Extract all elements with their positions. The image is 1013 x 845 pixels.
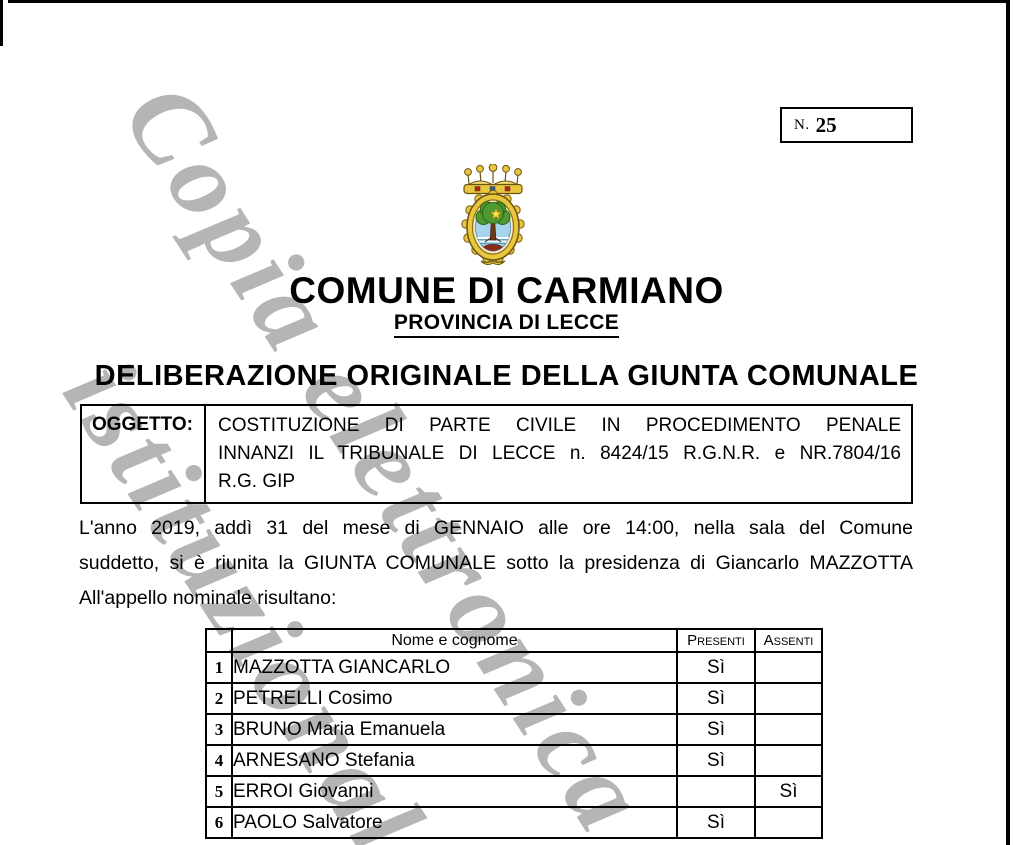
delibera-number-box: N. 25 — [780, 107, 913, 143]
subject-box: OGGETTO: COSTITUZIONE DI PARTE CIVILE IN… — [80, 404, 913, 504]
name-cell: PAOLO Salvatore — [231, 806, 678, 839]
present-cell — [676, 775, 756, 808]
row-number-cell: 1 — [205, 651, 233, 684]
intro-line: L'anno 2019, addì 31 del mese di GENNAIO… — [79, 517, 913, 539]
intro-line: suddetto, si è riunita la GIUNTA COMUNAL… — [79, 552, 913, 574]
absent-cell: Sì — [754, 775, 823, 808]
delibera-number-label: N. — [794, 116, 810, 133]
session-intro-paragraph: L'anno 2019, addì 31 del mese di GENNAIO… — [79, 511, 913, 616]
attendance-header-row: Nome e cognome Presenti Assenti — [205, 628, 823, 653]
table-row: 1 MAZZOTTA GIANCARLO Sì — [205, 651, 823, 684]
absent-cell — [754, 744, 823, 777]
row-number-header — [205, 628, 233, 653]
name-cell: BRUNO Maria Emanuela — [231, 713, 678, 746]
name-cell: PETRELLI Cosimo — [231, 682, 678, 715]
row-number-cell: 6 — [205, 806, 233, 839]
present-cell: Sì — [676, 682, 756, 715]
present-column-header: Presenti — [676, 628, 756, 653]
absent-cell — [754, 713, 823, 746]
province-subtitle-wrap: PROVINCIA DI LECCE — [0, 311, 1013, 338]
subject-line: R.G. GIP — [218, 471, 296, 492]
municipality-title: COMUNE DI CARMIANO — [289, 270, 724, 311]
table-row: 3 BRUNO Maria Emanuela Sì — [205, 713, 823, 746]
subject-label: OGGETTO: — [82, 406, 206, 502]
page-border-left — [0, 0, 3, 46]
absent-cell — [754, 806, 823, 839]
delibera-number-value: 25 — [815, 112, 837, 137]
province-subtitle: PROVINCIA DI LECCE — [393, 311, 620, 338]
coat-of-arms-icon — [461, 164, 525, 266]
name-cell: ERROI Giovanni — [231, 775, 678, 808]
intro-line: All'appello nominale risultano: — [79, 587, 337, 609]
row-number-cell: 5 — [205, 775, 233, 808]
table-row: 2 PETRELLI Cosimo Sì — [205, 682, 823, 715]
page-border-right — [1006, 0, 1010, 845]
name-cell: MAZZOTTA GIANCARLO — [231, 651, 678, 684]
row-number-cell: 3 — [205, 713, 233, 746]
present-cell: Sì — [676, 744, 756, 777]
row-number-cell: 4 — [205, 744, 233, 777]
absent-cell — [754, 682, 823, 715]
page-border-top — [8, 0, 1010, 3]
document-title: DELIBERAZIONE ORIGINALE DELLA GIUNTA COM… — [94, 360, 919, 392]
row-number-cell: 2 — [205, 682, 233, 715]
attendance-table: Nome e cognome Presenti Assenti 1 MAZZOT… — [205, 628, 823, 839]
name-column-header: Nome e cognome — [231, 628, 678, 653]
subject-line: COSTITUZIONE DI PARTE CIVILE IN PROCEDIM… — [218, 415, 901, 436]
absent-column-header: Assenti — [754, 628, 823, 653]
subject-line: INNANZI IL TRIBUNALE DI LECCE n. 8424/15… — [218, 443, 901, 464]
present-cell: Sì — [676, 713, 756, 746]
table-row: 4 ARNESANO Stefania Sì — [205, 744, 823, 777]
present-cell: Sì — [676, 651, 756, 684]
subject-text: COSTITUZIONE DI PARTE CIVILE IN PROCEDIM… — [206, 406, 911, 502]
present-cell: Sì — [676, 806, 756, 839]
table-row: 6 PAOLO Salvatore Sì — [205, 806, 823, 839]
name-cell: ARNESANO Stefania — [231, 744, 678, 777]
absent-cell — [754, 651, 823, 684]
table-row: 5 ERROI Giovanni Sì — [205, 775, 823, 808]
